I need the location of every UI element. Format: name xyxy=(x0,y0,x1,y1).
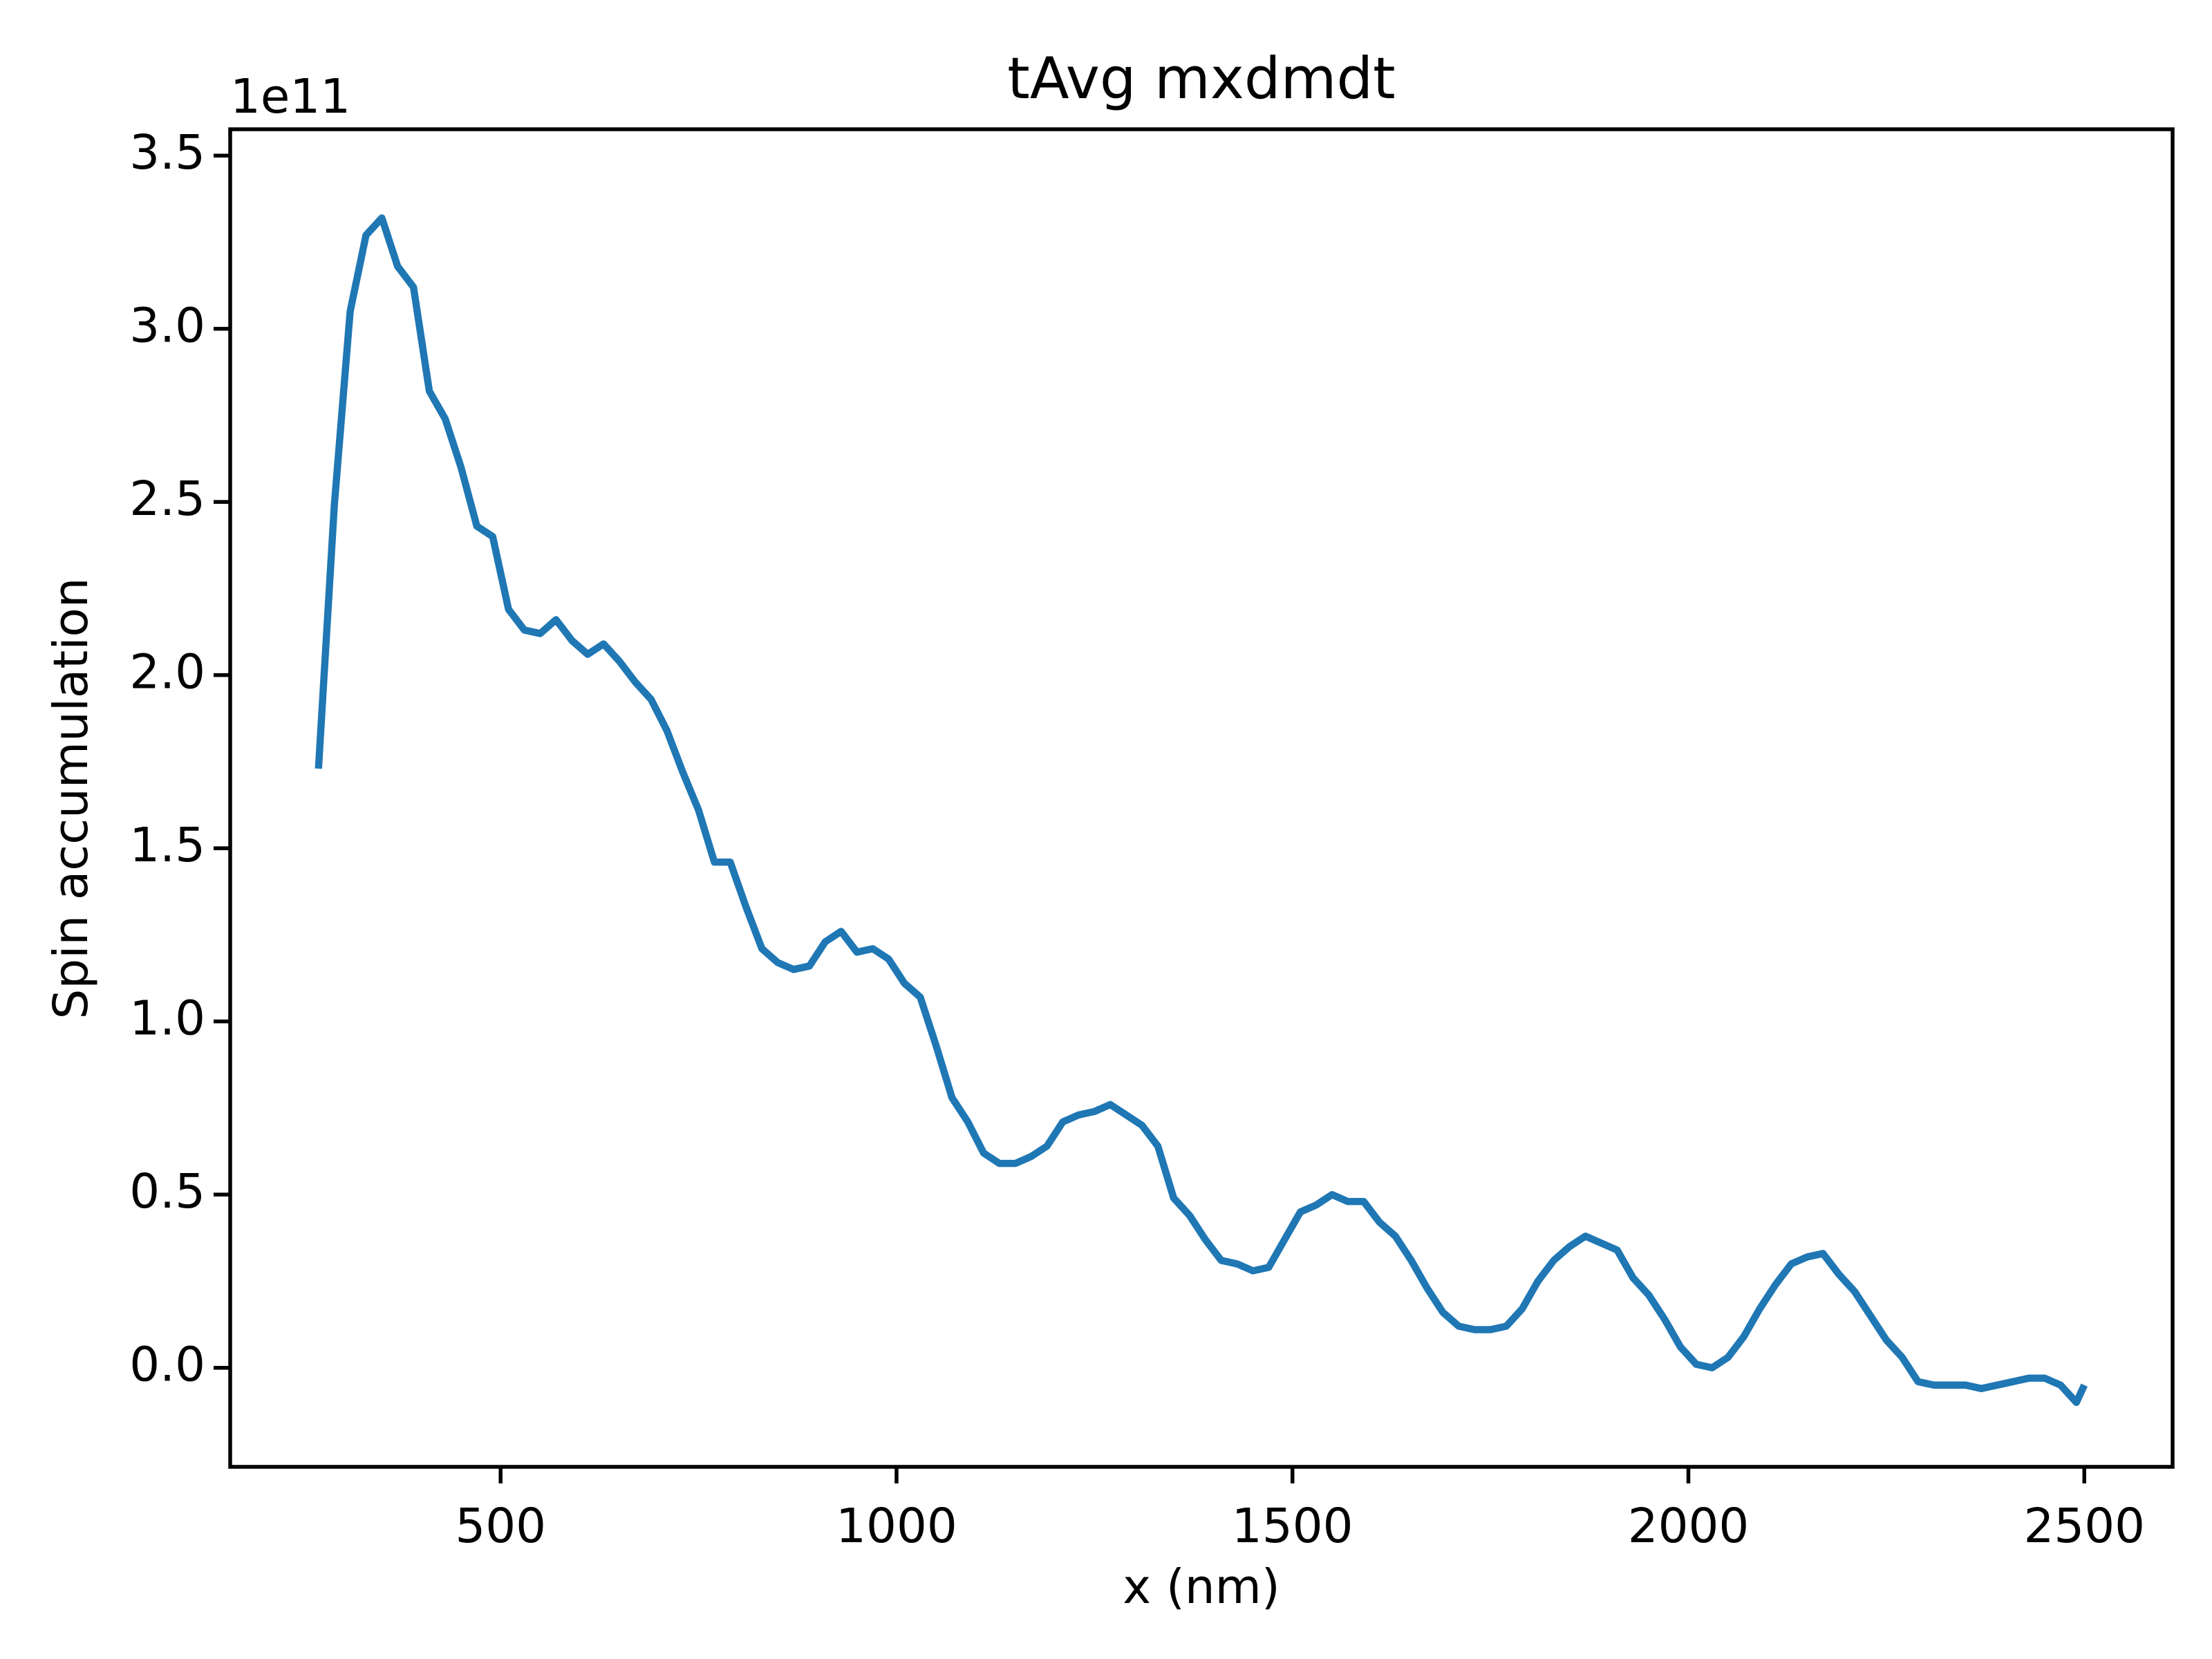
data-line xyxy=(315,214,2088,1407)
y-tick-label: 1.0 xyxy=(129,991,205,1047)
y-tick-label: 3.0 xyxy=(129,299,205,354)
y-tick-label: 2.5 xyxy=(129,471,205,527)
x-tick-label: 1500 xyxy=(1232,1499,1353,1554)
y-tick-label: 1.5 xyxy=(129,818,205,873)
y-offset-text: 1e11 xyxy=(230,69,350,124)
x-tick-label: 500 xyxy=(455,1499,546,1554)
y-tick-label: 0.0 xyxy=(129,1338,205,1393)
y-tick-label: 2.0 xyxy=(129,645,205,700)
y-axis-label: Spin accumulation xyxy=(44,578,99,1020)
y-tick-label: 3.5 xyxy=(129,125,205,180)
x-tick-label: 1000 xyxy=(836,1499,957,1554)
chart-title: tAvg mxdmdt xyxy=(1007,45,1395,112)
x-tick-label: 2500 xyxy=(2023,1499,2145,1554)
y-tick-label: 0.5 xyxy=(129,1164,205,1219)
axes-frame xyxy=(228,127,2175,1469)
x-axis-label: x (nm) xyxy=(1123,1559,1280,1615)
x-tick-label: 2000 xyxy=(1628,1499,1750,1554)
